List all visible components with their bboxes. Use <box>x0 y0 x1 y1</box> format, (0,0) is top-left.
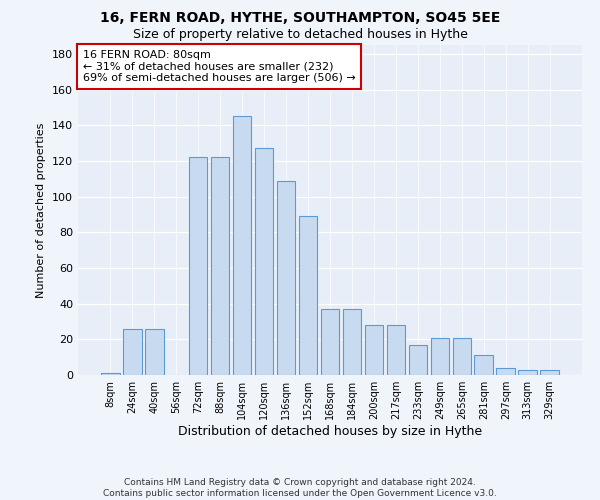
Text: 16 FERN ROAD: 80sqm
← 31% of detached houses are smaller (232)
69% of semi-detac: 16 FERN ROAD: 80sqm ← 31% of detached ho… <box>83 50 356 83</box>
Bar <box>277 180 295 375</box>
Bar <box>409 344 427 375</box>
Bar <box>475 356 493 375</box>
Bar <box>343 309 361 375</box>
Bar <box>386 325 405 375</box>
Bar <box>518 370 537 375</box>
Bar <box>431 338 449 375</box>
Bar <box>255 148 274 375</box>
Bar <box>320 309 340 375</box>
Bar <box>211 158 229 375</box>
X-axis label: Distribution of detached houses by size in Hythe: Distribution of detached houses by size … <box>178 425 482 438</box>
Bar <box>496 368 515 375</box>
Bar <box>299 216 317 375</box>
Bar <box>541 370 559 375</box>
Bar <box>123 328 142 375</box>
Text: Contains HM Land Registry data © Crown copyright and database right 2024.
Contai: Contains HM Land Registry data © Crown c… <box>103 478 497 498</box>
Bar <box>189 158 208 375</box>
Bar <box>145 328 164 375</box>
Bar <box>365 325 383 375</box>
Text: 16, FERN ROAD, HYTHE, SOUTHAMPTON, SO45 5EE: 16, FERN ROAD, HYTHE, SOUTHAMPTON, SO45 … <box>100 11 500 25</box>
Bar <box>452 338 471 375</box>
Bar <box>233 116 251 375</box>
Y-axis label: Number of detached properties: Number of detached properties <box>37 122 46 298</box>
Text: Size of property relative to detached houses in Hythe: Size of property relative to detached ho… <box>133 28 467 41</box>
Bar <box>101 373 119 375</box>
